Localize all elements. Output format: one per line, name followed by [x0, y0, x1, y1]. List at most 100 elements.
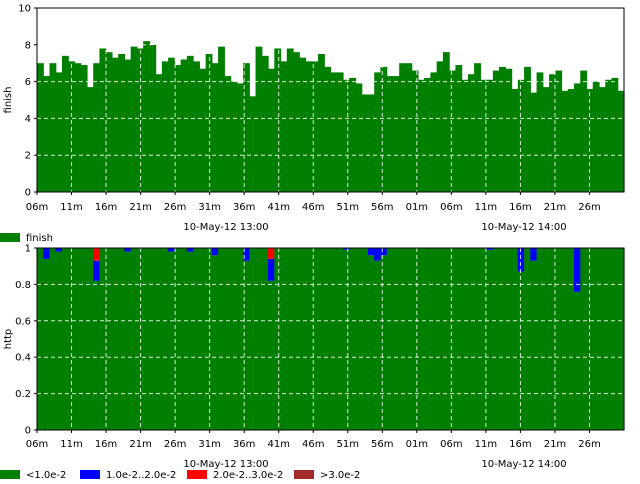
bar — [55, 72, 63, 192]
bar — [530, 92, 538, 192]
bar — [305, 248, 313, 430]
bar — [542, 87, 550, 192]
bar — [580, 70, 588, 192]
bar — [380, 66, 388, 192]
bar — [218, 248, 225, 430]
bar — [417, 248, 425, 430]
bar — [286, 248, 294, 430]
bar — [155, 248, 163, 430]
bar — [424, 248, 432, 430]
bar — [455, 248, 463, 430]
bar — [99, 248, 107, 430]
x-tick-label: 01m — [406, 439, 428, 450]
bar — [280, 61, 288, 192]
bar — [299, 57, 307, 193]
bar — [567, 248, 575, 430]
bar — [499, 66, 506, 192]
y-tick-label: 0.8 — [15, 280, 31, 291]
y-axis-label: http — [3, 329, 14, 350]
bar — [474, 63, 481, 193]
bar — [168, 248, 175, 252]
bar — [380, 248, 388, 256]
y-tick-label: 1 — [25, 244, 31, 255]
date-label: 10-May-12 14:00 — [481, 459, 566, 470]
bar — [605, 79, 613, 192]
bar — [311, 248, 319, 430]
bar — [361, 94, 369, 192]
bar — [461, 79, 469, 192]
bar — [130, 248, 138, 430]
bar — [155, 74, 163, 192]
bar — [211, 63, 219, 193]
legend-label: >3.0e-2 — [320, 470, 360, 480]
bar — [230, 81, 238, 192]
x-tick-label: 16m — [509, 202, 531, 213]
x-tick-label: 11m — [475, 439, 497, 450]
y-tick-label: 0.4 — [15, 353, 31, 364]
bar — [361, 248, 369, 430]
bar — [549, 248, 556, 430]
bar — [442, 248, 450, 430]
bar — [61, 55, 69, 193]
bar — [342, 79, 350, 192]
chart-2: 0 0.2 0.4 0.6 0.8 1 http 06m 11m 16m 21m 26m 31m 36m 4… — [0, 244, 625, 481]
bar — [86, 248, 94, 430]
bar — [55, 248, 63, 252]
bar — [318, 248, 325, 430]
bar — [486, 79, 494, 192]
bar — [230, 248, 238, 430]
y-tick-label: 10 — [18, 4, 31, 15]
bar — [193, 248, 200, 430]
bar — [74, 63, 82, 193]
bar — [105, 248, 113, 430]
bar — [399, 63, 407, 193]
bar — [367, 248, 375, 256]
x-tick-label: 01m — [406, 202, 428, 213]
bar — [392, 248, 400, 430]
date-label: 10-May-12 14:00 — [481, 222, 566, 233]
x-tick-label: 21m — [544, 439, 566, 450]
grid-1 — [36, 8, 624, 192]
bar — [268, 258, 275, 281]
y-tick-label: 8 — [25, 40, 31, 51]
x-tick-label: 51m — [337, 439, 359, 450]
plot-frame — [36, 7, 625, 193]
bar — [449, 248, 456, 430]
bar — [536, 248, 544, 430]
bar — [492, 70, 500, 192]
x-tick-label: 26m — [164, 439, 186, 450]
bar — [411, 248, 419, 430]
bar — [93, 63, 101, 193]
bar — [442, 52, 450, 192]
bar — [243, 260, 250, 430]
bar — [168, 57, 175, 193]
bar — [605, 248, 613, 430]
chart-1: 0 2 4 6 8 10 finish 06m 11m 16m 21m 26m 31m 36m 41m 46m… — [0, 4, 625, 244]
bar — [93, 260, 101, 281]
bar — [105, 52, 113, 192]
bar — [386, 248, 394, 430]
bar — [355, 248, 363, 430]
bar — [37, 63, 44, 193]
x-tick-label: 16m — [95, 439, 117, 450]
legend-swatch — [80, 470, 100, 479]
x-tick-label: 31m — [198, 202, 220, 213]
bar — [617, 248, 625, 430]
bar — [174, 248, 182, 430]
bar — [574, 83, 581, 192]
bar — [305, 61, 313, 192]
bar — [311, 61, 319, 192]
x-tick-label: 46m — [302, 439, 324, 450]
x-tick-label: 06m — [440, 439, 462, 450]
bar — [61, 248, 69, 430]
bar — [480, 248, 488, 430]
y-tick-label: 0.2 — [15, 389, 31, 400]
bar — [336, 72, 344, 192]
bar — [324, 66, 332, 192]
bar — [118, 54, 126, 192]
bar — [161, 61, 169, 192]
bar — [130, 46, 138, 192]
bar — [574, 248, 581, 292]
bar — [261, 248, 269, 430]
